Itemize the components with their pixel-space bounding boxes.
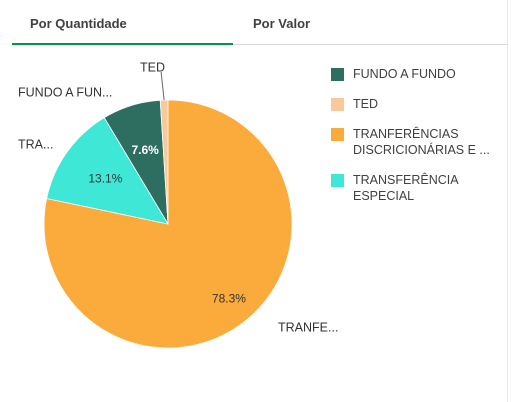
legend-swatch <box>331 128 344 141</box>
tab[interactable]: Por Quantidade <box>30 16 127 31</box>
legend-item: TRANFERÊNCIAS DISCRICIONÁRIAS E ... <box>331 126 509 158</box>
tab[interactable]: Por Valor <box>253 16 311 31</box>
slice-label: TRANFE... <box>278 320 338 334</box>
legend-item: TED <box>331 96 509 112</box>
legend-item: TRANSFERÊNCIA ESPECIAL <box>331 172 509 204</box>
legend-swatch <box>331 174 344 187</box>
slice-label: TED <box>140 60 165 74</box>
legend-item: FUNDO A FUNDO <box>331 66 509 82</box>
tab-indicator <box>12 43 233 45</box>
legend-swatch <box>331 68 344 81</box>
legend-swatch <box>331 98 344 111</box>
legend-label: TRANSFERÊNCIA ESPECIAL <box>353 173 458 203</box>
value-label: 7.6% <box>131 143 159 157</box>
value-label: 13.1% <box>88 172 122 186</box>
slice-label: FUNDO A FUN... <box>18 85 112 99</box>
slice-label: TRA... <box>18 137 53 151</box>
legend-label: TED <box>353 97 378 111</box>
legend-label: FUNDO A FUNDO <box>353 67 456 81</box>
tab-divider <box>12 44 507 45</box>
leader-line <box>160 71 165 101</box>
pie-slice <box>46 117 169 225</box>
legend-label: TRANFERÊNCIAS DISCRICIONÁRIAS E ... <box>353 127 490 157</box>
legend: FUNDO A FUNDO TED TRANFERÊNCIAS DISCRICION… <box>331 66 509 218</box>
value-label: 78.3% <box>212 291 246 305</box>
